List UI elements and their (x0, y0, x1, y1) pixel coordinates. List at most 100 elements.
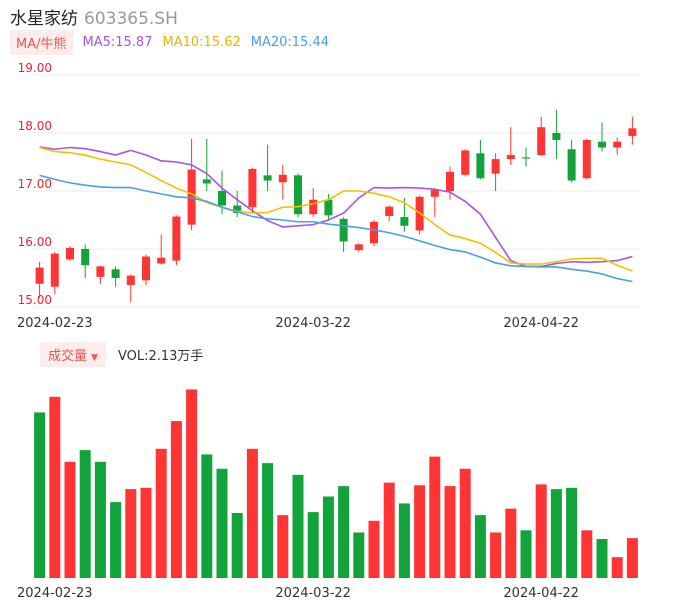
candle (491, 153, 500, 191)
candle-body (142, 256, 150, 281)
candle-body (50, 253, 59, 287)
x-tick-label: 2024-02-23 (17, 586, 93, 601)
y-tick-label: 16.00 (18, 235, 52, 249)
caret-down-icon: ▼ (91, 353, 98, 363)
candle (263, 144, 272, 191)
volume-bar (186, 389, 198, 578)
ma-toggle-button[interactable]: MA/牛熊 (10, 30, 73, 55)
volume-bar (535, 484, 547, 578)
candle (202, 138, 211, 191)
candle-body (491, 159, 500, 174)
volume-bar (550, 489, 562, 578)
candle-body (522, 157, 530, 159)
price-gridlines (32, 74, 640, 308)
candle (324, 193, 333, 220)
volume-indicator-dropdown[interactable]: 成交量 ▼ (40, 342, 106, 367)
volume-bar (368, 520, 380, 578)
ma20-value: MA20:15.44 (250, 35, 329, 50)
volume-bar (277, 515, 289, 578)
volume-bar (338, 486, 350, 578)
candle (522, 147, 530, 167)
ma20-line (39, 174, 633, 283)
candle-body (172, 216, 181, 261)
volume-indicator-label: 成交量 (48, 349, 88, 364)
candle-body (613, 141, 622, 148)
volume-bar (64, 461, 76, 578)
volume-bar (414, 485, 426, 578)
candle (476, 139, 485, 180)
candle-body (537, 127, 546, 156)
candle (385, 205, 394, 222)
volume-bar (201, 454, 213, 578)
candle-body (248, 168, 257, 208)
volume-bar (581, 530, 593, 578)
volume-bar (444, 486, 456, 578)
volume-bar (170, 421, 182, 578)
candle (278, 164, 287, 200)
candle-body (461, 150, 470, 175)
ma10-value: MA10:15.62 (162, 35, 241, 50)
x-tick-label: 2024-04-22 (503, 586, 579, 601)
candle (461, 149, 470, 177)
volume-bar (611, 557, 623, 578)
candle-body (324, 199, 333, 216)
candle-body (35, 267, 44, 284)
y-tick-label: 18.00 (18, 119, 52, 133)
candle (309, 188, 318, 218)
candle (582, 138, 591, 180)
candle (628, 116, 637, 145)
volume-bar (429, 456, 441, 578)
volume-bar (398, 503, 410, 578)
candle (96, 265, 105, 284)
volume-bar (292, 474, 304, 578)
candle (537, 116, 546, 157)
candle (430, 188, 439, 218)
candle-body (400, 217, 409, 226)
candle-body (66, 247, 74, 260)
y-tick-label: 15.00 (18, 293, 52, 307)
volume-bar (246, 448, 258, 578)
volume-bar (322, 496, 334, 578)
volume-bar (626, 538, 638, 578)
candle (35, 261, 44, 299)
volume-bars (34, 389, 638, 578)
candle-body (218, 191, 226, 206)
candle (66, 246, 74, 261)
volume-bar (459, 468, 471, 578)
candle (187, 138, 196, 231)
candle (157, 234, 166, 265)
candle-body (81, 249, 90, 266)
moving-average-lines (39, 146, 633, 283)
candle (111, 266, 120, 287)
candle (567, 139, 576, 183)
stock-code: 603365.SH (84, 9, 178, 29)
volume-bar (490, 532, 502, 578)
candlesticks (35, 109, 637, 303)
candle (233, 191, 242, 218)
candle-body (294, 175, 302, 215)
volume-bar (474, 515, 486, 578)
volume-bar (383, 482, 395, 578)
candle-body (187, 169, 196, 225)
date-axis-bottom: 2024-02-23 2024-03-22 2024-04-22 (17, 586, 579, 601)
volume-bar (140, 487, 152, 578)
y-tick-label: 19.00 (18, 61, 52, 75)
candle (50, 251, 59, 295)
candle (370, 220, 378, 247)
candle-body (354, 244, 363, 251)
candle (446, 166, 454, 200)
candle-body (385, 206, 394, 216)
y-tick-label: 17.00 (18, 177, 52, 191)
ma10-line (39, 146, 633, 272)
candle (126, 274, 135, 303)
candle-body (567, 149, 576, 181)
candle-body (552, 133, 561, 140)
volume-value: VOL:2.13万手 (117, 349, 204, 364)
candle (354, 243, 363, 252)
volume-bar (155, 448, 167, 578)
candle-body (96, 266, 105, 277)
x-tick-label: 2024-03-22 (275, 316, 351, 331)
candle-body (126, 275, 135, 285)
volume-bar (505, 508, 517, 578)
